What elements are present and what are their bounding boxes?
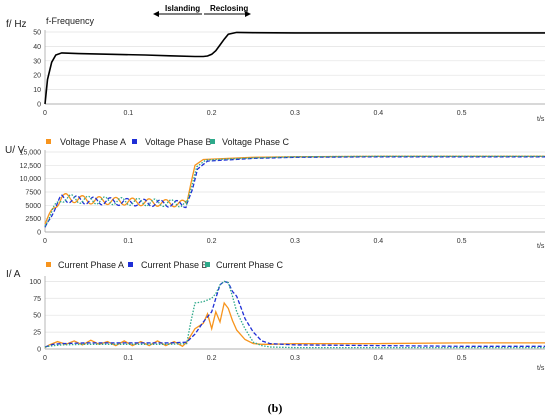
islanding-label: Islanding [165, 4, 200, 13]
voltage-series-line-1 [44, 155, 545, 225]
legend-label-voltage-c: Voltage Phase C [222, 137, 290, 147]
legend-swatch-current-b [128, 262, 133, 267]
x-tick-label: 0.4 [373, 110, 383, 117]
y-tick-label: 0 [37, 102, 41, 109]
legend-swatch-voltage-a [46, 139, 51, 144]
voltage-panel: U/ V Voltage Phase A Voltage Phase B Vol… [5, 137, 545, 250]
figure-caption: (b) [268, 401, 283, 415]
y-tick-label: 2500 [25, 216, 41, 223]
frequency-series-label: f-Frequency [46, 16, 95, 26]
y-tick-label: 30 [33, 58, 41, 65]
x-tick-label: 0.1 [123, 238, 133, 245]
voltage-y-axis-label: U/ V [5, 145, 25, 156]
y-tick-label: 20 [33, 73, 41, 80]
x-tick-label: 0.1 [123, 355, 133, 362]
legend-label-voltage-a: Voltage Phase A [60, 137, 126, 147]
legend-swatch-voltage-c [210, 139, 215, 144]
current-y-axis-label: I/ A [6, 269, 21, 280]
y-tick-label: 0 [37, 347, 41, 354]
legend-label-current-c: Current Phase C [216, 260, 284, 270]
frequency-y-axis-label: f/ Hz [6, 19, 27, 30]
current-series-line-1 [44, 301, 545, 349]
islanding-annotation: Islanding [153, 4, 202, 17]
legend-label-current-b: Current Phase B [141, 260, 208, 270]
reclosing-label: Reclosing [210, 4, 248, 13]
voltage-plot: 0 2500 5000 7500 10,000 12,500 15,000 0 0.1 0.2 0.… [20, 150, 545, 245]
voltage-x-axis-label: t/s [537, 243, 545, 250]
legend-label-current-a: Current Phase A [58, 260, 124, 270]
y-tick-label: 5000 [25, 203, 41, 210]
voltage-series-line-2 [44, 156, 545, 228]
frequency-panel: f/ Hz f-Frequency Islanding Reclosing t/… [6, 4, 545, 123]
y-tick-label: 0 [37, 230, 41, 237]
y-tick-label: 75 [33, 296, 41, 303]
current-legend: Current Phase A Current Phase B Current … [46, 260, 284, 270]
legend-swatch-current-c [205, 262, 210, 267]
x-tick-label: 0.1 [123, 110, 133, 117]
y-tick-label: 10,000 [20, 176, 42, 183]
y-tick-label: 50 [33, 30, 41, 37]
y-tick-label: 12,500 [20, 163, 42, 170]
x-tick-label: 0.3 [290, 355, 300, 362]
y-tick-label: 15,000 [20, 150, 42, 157]
y-tick-label: 100 [29, 279, 41, 286]
x-tick-label: 0 [43, 238, 47, 245]
frequency-series-line-1 [44, 31, 545, 105]
current-x-axis-label: t/s [537, 365, 545, 372]
legend-label-voltage-b: Voltage Phase B [145, 137, 212, 147]
x-tick-label: 0 [43, 110, 47, 117]
legend-swatch-current-a [46, 262, 51, 267]
frequency-plot: 0 10 20 30 40 50 0 0.1 0.2 0.3 0.4 0.5 [33, 30, 545, 117]
x-tick-label: 0.3 [290, 238, 300, 245]
y-tick-label: 40 [33, 44, 41, 51]
x-tick-label: 0 [43, 355, 47, 362]
current-panel: I/ A Current Phase A Current Phase B Cur… [6, 260, 545, 372]
y-tick-label: 7500 [25, 190, 41, 197]
x-tick-label: 0.4 [373, 238, 383, 245]
voltage-series-line-3 [44, 155, 545, 227]
current-series-line-3 [44, 280, 545, 349]
current-plot: 0 25 50 75 100 0 0.1 0.2 0.3 0.4 0.5 [29, 276, 545, 362]
x-tick-label: 0.2 [207, 355, 217, 362]
x-tick-label: 0.5 [457, 355, 467, 362]
reclosing-annotation: Reclosing [204, 4, 251, 17]
current-series-line-2 [44, 280, 545, 348]
x-tick-label: 0.4 [373, 355, 383, 362]
y-tick-label: 10 [33, 87, 41, 94]
x-tick-label: 0.2 [207, 238, 217, 245]
voltage-legend: Voltage Phase A Voltage Phase B Voltage … [46, 137, 290, 147]
y-tick-label: 25 [33, 330, 41, 337]
frequency-x-axis-label: t/s [537, 116, 545, 123]
x-tick-label: 0.5 [457, 110, 467, 117]
x-tick-label: 0.5 [457, 238, 467, 245]
legend-swatch-voltage-b [132, 139, 137, 144]
x-tick-label: 0.2 [207, 110, 217, 117]
y-tick-label: 50 [33, 313, 41, 320]
x-tick-label: 0.3 [290, 110, 300, 117]
